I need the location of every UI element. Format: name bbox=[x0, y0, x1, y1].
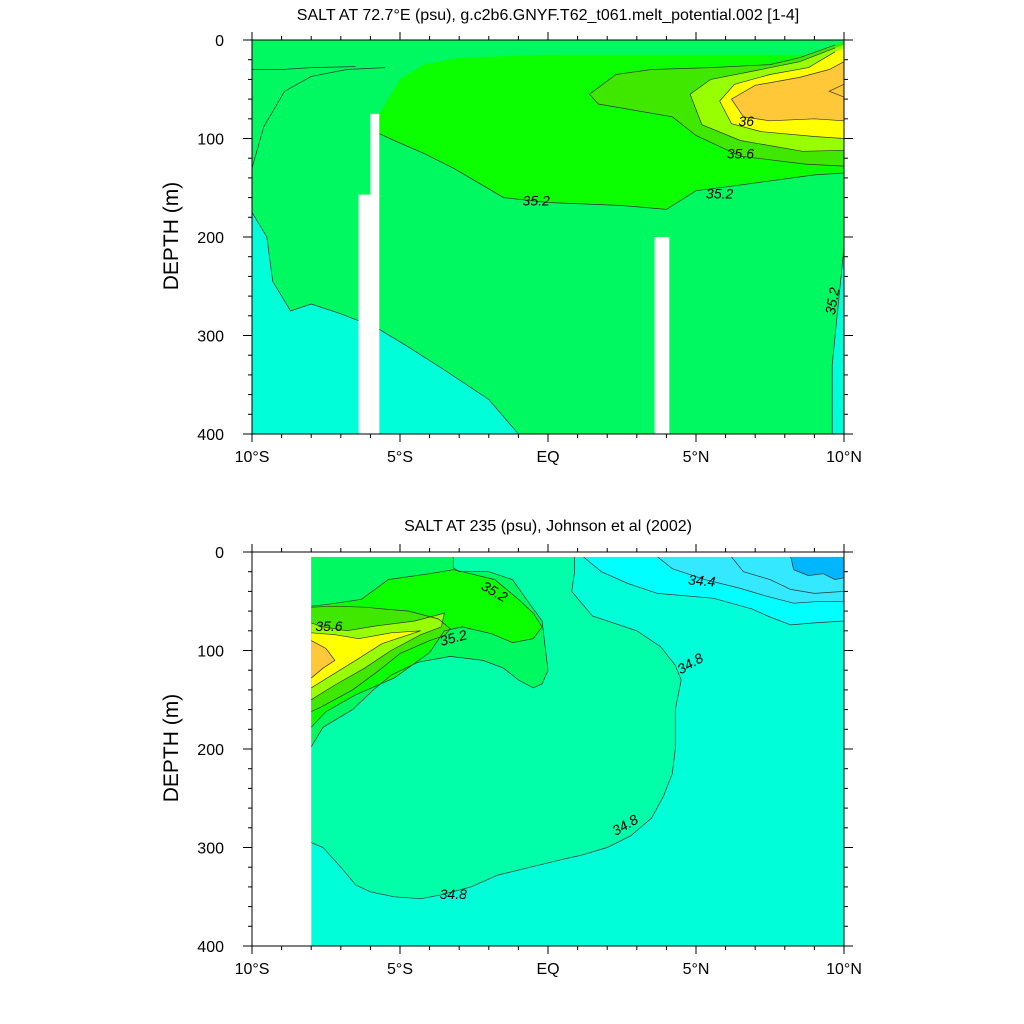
plot-area: 36 35.6 35.2 35.2 35.2 10°S 5°S EQ 5°N 10°N 0 100 20… bbox=[197, 32, 862, 466]
contour-line-8 bbox=[657, 556, 844, 604]
contour-line-5 bbox=[311, 630, 421, 689]
contour-line-1 bbox=[311, 556, 549, 748]
x-tick-label: 5°S bbox=[387, 449, 413, 466]
x-tick-label: 10°N bbox=[826, 961, 862, 978]
contour-line-4 bbox=[831, 246, 844, 434]
contour-line-8 bbox=[731, 61, 844, 122]
contour-line-6 bbox=[689, 47, 844, 152]
y-tick-label: 400 bbox=[197, 939, 224, 956]
y-tick-label: 400 bbox=[197, 427, 224, 444]
contour-line-9 bbox=[828, 83, 844, 98]
y-tick-label: 300 bbox=[197, 841, 224, 858]
x-tick-label: 10°N bbox=[826, 449, 862, 466]
contour-line-7 bbox=[719, 51, 844, 139]
x-tick-label: 10°S bbox=[235, 961, 270, 978]
contour-fill-7 bbox=[731, 54, 844, 121]
contour-line-3 bbox=[311, 605, 451, 712]
missing-data-mask-2 bbox=[654, 237, 670, 434]
panel-top: SALT AT 72.7°E (psu), g.c2b6.GNYF.T62_t0… bbox=[160, 7, 862, 466]
x-tick-label: 5°S bbox=[387, 961, 413, 978]
panel-bottom: SALT AT 235 (psu), Johnson et al (2002) … bbox=[160, 518, 862, 978]
y-tick-label: 100 bbox=[197, 132, 224, 149]
y-axis-label: DEPTH (m) bbox=[160, 694, 183, 803]
contour-label: 35.2 bbox=[706, 186, 733, 202]
contour-line-9 bbox=[790, 556, 844, 580]
contour-line-2 bbox=[311, 569, 543, 728]
contour-label: 35.2 bbox=[523, 193, 550, 209]
y-axis-label: DEPTH (m) bbox=[160, 182, 183, 291]
contour-label: 35.2 bbox=[822, 286, 843, 316]
chart-title: SALT AT 72.7°E (psu), g.c2b6.GNYF.T62_t0… bbox=[297, 7, 799, 24]
contour-line-4 bbox=[311, 612, 445, 701]
contour-fill-8 bbox=[311, 630, 421, 688]
y-tick-label: 200 bbox=[197, 742, 224, 759]
y-tick-label: 300 bbox=[197, 329, 224, 346]
contour-fill-2 bbox=[790, 556, 844, 580]
x-tick-label: EQ bbox=[536, 449, 559, 466]
missing-data-mask-1 bbox=[370, 113, 380, 198]
contour-fill-2 bbox=[252, 40, 844, 169]
x-tick-label: 10°S bbox=[235, 449, 270, 466]
contour-label: 34.4 bbox=[688, 571, 717, 589]
contour-fill-9 bbox=[311, 640, 335, 679]
contour-line-1 bbox=[252, 66, 356, 70]
missing-data-mask-0 bbox=[358, 194, 380, 434]
chart-title: SALT AT 235 (psu), Johnson et al (2002) bbox=[404, 518, 692, 535]
y-tick-label: 0 bbox=[215, 33, 224, 50]
contour-line-0 bbox=[252, 67, 386, 169]
x-tick-label: EQ bbox=[536, 961, 559, 978]
contour-line-10 bbox=[731, 556, 844, 594]
y-tick-label: 0 bbox=[215, 545, 224, 562]
contour-label: 36 bbox=[739, 113, 755, 129]
contour-line-0 bbox=[311, 556, 682, 900]
x-tick-label: 5°N bbox=[683, 449, 710, 466]
x-tick-label: 5°N bbox=[683, 961, 710, 978]
contour-fill-7 bbox=[311, 613, 445, 700]
plot-area: 35.235.635.234.434.834.834.810°S 5°S EQ 5°N… bbox=[197, 544, 862, 978]
contour-line-5 bbox=[588, 44, 844, 167]
contour-line-6 bbox=[311, 640, 336, 679]
contour-line-3 bbox=[252, 212, 519, 434]
contour-label: 34.8 bbox=[440, 886, 467, 902]
contour-line-2 bbox=[379, 133, 844, 210]
contour-field bbox=[252, 40, 844, 434]
contour-label: 35.6 bbox=[315, 618, 342, 634]
y-tick-label: 100 bbox=[197, 644, 224, 661]
contour-field bbox=[311, 556, 844, 946]
contour-line-7 bbox=[583, 556, 844, 626]
contour-label: 35.2 bbox=[438, 626, 469, 649]
y-tick-label: 200 bbox=[197, 230, 224, 247]
contour-label: 35.6 bbox=[727, 145, 754, 161]
